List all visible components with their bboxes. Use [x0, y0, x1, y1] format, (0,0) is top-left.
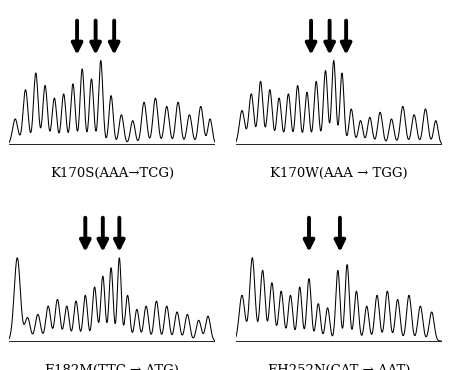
Text: FH252N(CAT → AAT): FH252N(CAT → AAT) — [268, 364, 410, 370]
Text: K170W(AAA → TGG): K170W(AAA → TGG) — [270, 167, 408, 180]
Text: K170S(AAA→TCG): K170S(AAA→TCG) — [50, 167, 174, 180]
Text: F182M(TTC → ATG): F182M(TTC → ATG) — [45, 364, 179, 370]
